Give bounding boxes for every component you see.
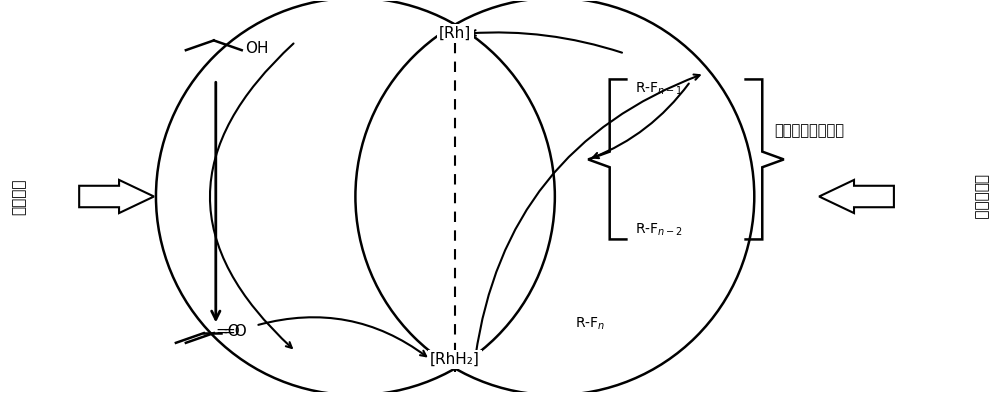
Text: R-F$_{n}$: R-F$_{n}$ [575, 315, 605, 332]
FancyArrow shape [819, 180, 894, 213]
Text: 子版化反应: 子版化反应 [973, 174, 988, 219]
Text: [RhH₂]: [RhH₂] [430, 352, 480, 367]
Text: R-F$_{n-1}$: R-F$_{n-1}$ [635, 81, 683, 97]
Text: R-F$_{n-2}$: R-F$_{n-2}$ [635, 222, 683, 238]
Text: =O: =O [216, 324, 241, 340]
Text: [Rh]: [Rh] [439, 26, 471, 41]
Text: 可通过膞配体调控: 可通过膞配体调控 [774, 123, 844, 138]
FancyArrow shape [79, 180, 154, 213]
Text: OH: OH [245, 41, 268, 56]
Text: =O: =O [223, 323, 247, 339]
Text: 借氢反应: 借氢反应 [12, 178, 27, 215]
